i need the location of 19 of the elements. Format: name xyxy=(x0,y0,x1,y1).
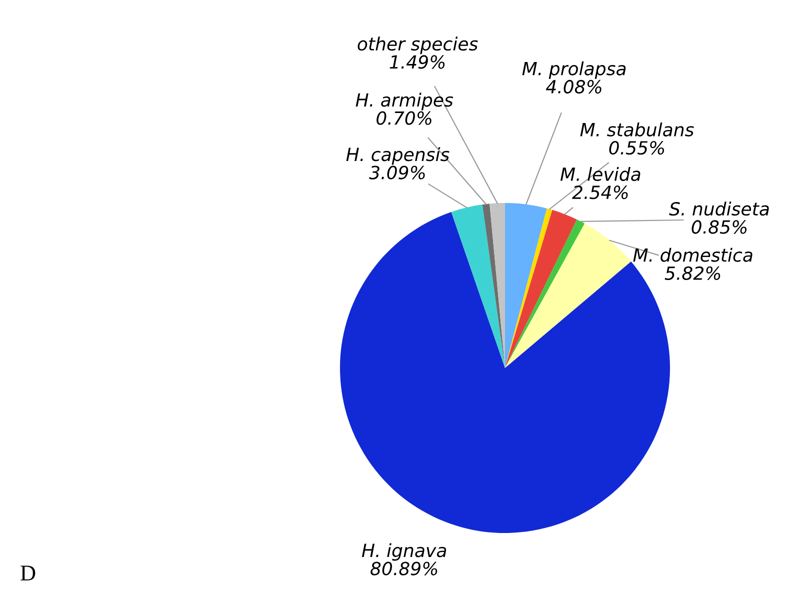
data-label: 0.70% xyxy=(376,111,432,125)
text: D xyxy=(20,566,36,580)
slice-label: M. stabulans xyxy=(580,122,694,136)
slice-label: H. armipes xyxy=(356,92,454,110)
slice-label: H. ignava xyxy=(362,543,446,561)
data-label: 3.09% xyxy=(369,166,425,180)
slice-label: M. prolapsa xyxy=(522,61,626,79)
data-label: 2.54% xyxy=(572,186,628,200)
slice-label: M. domestica xyxy=(633,248,752,262)
slice-label: other species xyxy=(358,36,478,54)
data-label: 4.08% xyxy=(546,80,602,94)
slice-label: S. nudiseta xyxy=(669,202,769,216)
data-label: 0.85% xyxy=(692,220,747,234)
slice-label: M. levida xyxy=(560,167,640,182)
data-label: 5.82% xyxy=(664,266,720,280)
data-label: 1.49% xyxy=(390,55,445,69)
slice-label: H. capensis xyxy=(346,147,450,165)
data-label: 80.89% xyxy=(370,562,438,576)
data-label: 0.55% xyxy=(609,140,664,155)
